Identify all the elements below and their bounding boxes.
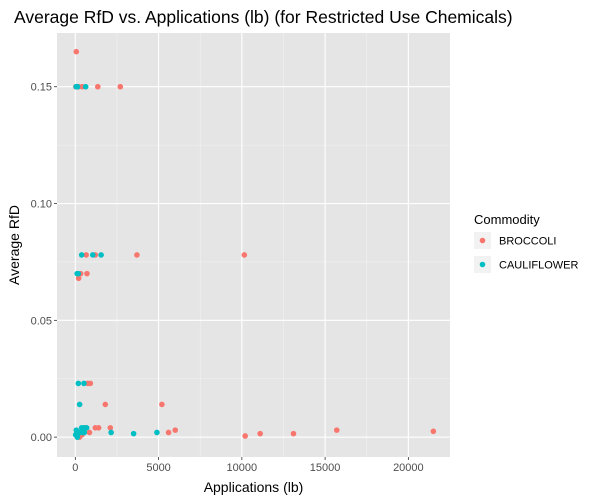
major-gridlines bbox=[57, 33, 450, 457]
x-tick-label: 10000 bbox=[227, 462, 258, 474]
point-broccoli bbox=[95, 424, 102, 431]
y-axis-title: Average RfD bbox=[6, 205, 22, 285]
point-broccoli bbox=[159, 401, 165, 408]
point-cauliflower bbox=[74, 83, 81, 90]
point-broccoli bbox=[117, 83, 124, 90]
x-tick-label: 20000 bbox=[393, 462, 424, 474]
y-axis-ticks: 0.00 0.05 0.10 0.15 bbox=[31, 82, 57, 444]
point-cauliflower bbox=[76, 401, 83, 408]
point-cauliflower bbox=[81, 429, 88, 436]
point-broccoli bbox=[257, 430, 263, 437]
legend-marker-cauliflower bbox=[479, 261, 486, 268]
chart-title: Average RfD vs. Applications (lb) (for R… bbox=[14, 7, 513, 27]
point-cauliflower bbox=[98, 252, 104, 258]
plot-panel bbox=[57, 33, 450, 457]
x-tick-label: 0 bbox=[72, 462, 78, 474]
point-broccoli bbox=[83, 252, 89, 258]
point-cauliflower bbox=[108, 429, 114, 436]
point-broccoli bbox=[86, 429, 93, 436]
point-cauliflower bbox=[78, 252, 85, 258]
point-broccoli bbox=[134, 252, 140, 258]
y-tick-label: 0.00 bbox=[31, 432, 52, 444]
point-cauliflower bbox=[90, 252, 96, 258]
point-broccoli bbox=[75, 275, 82, 282]
point-broccoli bbox=[242, 433, 248, 439]
legend-marker-broccoli bbox=[479, 237, 486, 244]
point-broccoli bbox=[290, 430, 297, 437]
point-cauliflower bbox=[130, 430, 137, 437]
point-broccoli bbox=[430, 428, 437, 435]
point-cauliflower bbox=[82, 83, 89, 90]
point-broccoli bbox=[333, 427, 340, 433]
y-tick-label: 0.05 bbox=[31, 315, 52, 327]
x-tick-label: 5000 bbox=[146, 462, 170, 474]
point-broccoli bbox=[84, 270, 90, 277]
point-broccoli bbox=[241, 252, 248, 258]
point-cauliflower bbox=[81, 380, 87, 387]
point-cauliflower bbox=[75, 270, 82, 277]
legend-title: Commodity bbox=[474, 212, 540, 227]
point-broccoli bbox=[102, 401, 109, 408]
legend-label-cauliflower: CAULIFLOWER bbox=[499, 260, 579, 272]
point-broccoli bbox=[172, 427, 179, 433]
legend-label-broccoli: BROCCOLI bbox=[499, 236, 556, 248]
x-axis-title: Applications (lb) bbox=[204, 479, 304, 495]
legend: Commodity BROCCOLI CAULIFLOWER bbox=[474, 212, 579, 273]
x-axis-ticks: 0 5000 10000 15000 20000 bbox=[72, 457, 424, 474]
y-tick-label: 0.10 bbox=[31, 199, 52, 211]
point-cauliflower bbox=[73, 427, 80, 433]
point-cauliflower bbox=[83, 424, 90, 431]
point-broccoli bbox=[165, 429, 172, 436]
y-tick-label: 0.15 bbox=[31, 82, 52, 94]
data-points bbox=[72, 48, 437, 440]
minor-gridlines bbox=[57, 33, 450, 457]
point-broccoli bbox=[73, 48, 80, 55]
point-broccoli bbox=[94, 83, 101, 90]
point-cauliflower bbox=[75, 380, 82, 387]
point-cauliflower bbox=[154, 429, 160, 436]
point-broccoli bbox=[87, 380, 94, 387]
x-tick-label: 15000 bbox=[310, 462, 341, 474]
point-cauliflower bbox=[74, 434, 81, 440]
point-broccoli bbox=[107, 424, 114, 431]
